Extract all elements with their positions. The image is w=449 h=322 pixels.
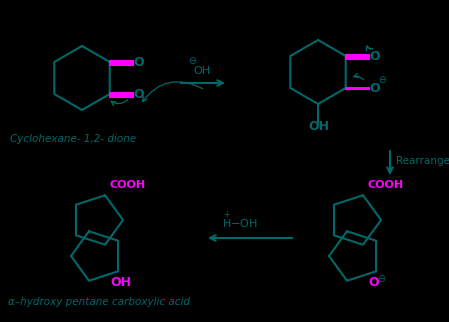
Text: O: O: [370, 50, 380, 62]
Text: ⊖: ⊖: [377, 274, 385, 284]
Text: O: O: [368, 276, 379, 289]
Text: O: O: [134, 88, 144, 100]
Text: Rearrangement: Rearrangement: [396, 156, 449, 166]
Text: OH: OH: [110, 276, 131, 289]
Text: O: O: [134, 55, 144, 69]
Text: α–hydroxy pentane carboxylic acid: α–hydroxy pentane carboxylic acid: [8, 297, 190, 307]
Text: COOH: COOH: [368, 180, 404, 190]
Text: COOH: COOH: [110, 180, 146, 190]
Text: Cyclohexane- 1,2- dione: Cyclohexane- 1,2- dione: [10, 134, 136, 144]
Text: OH: OH: [193, 66, 210, 76]
Text: ⊖: ⊖: [378, 75, 386, 85]
Text: OH: OH: [308, 120, 329, 133]
Text: ⊖: ⊖: [188, 56, 196, 66]
Text: $\mathdefault{\overset{+}{H}}$−OH: $\mathdefault{\overset{+}{H}}$−OH: [222, 210, 258, 231]
Text: O: O: [370, 81, 380, 94]
